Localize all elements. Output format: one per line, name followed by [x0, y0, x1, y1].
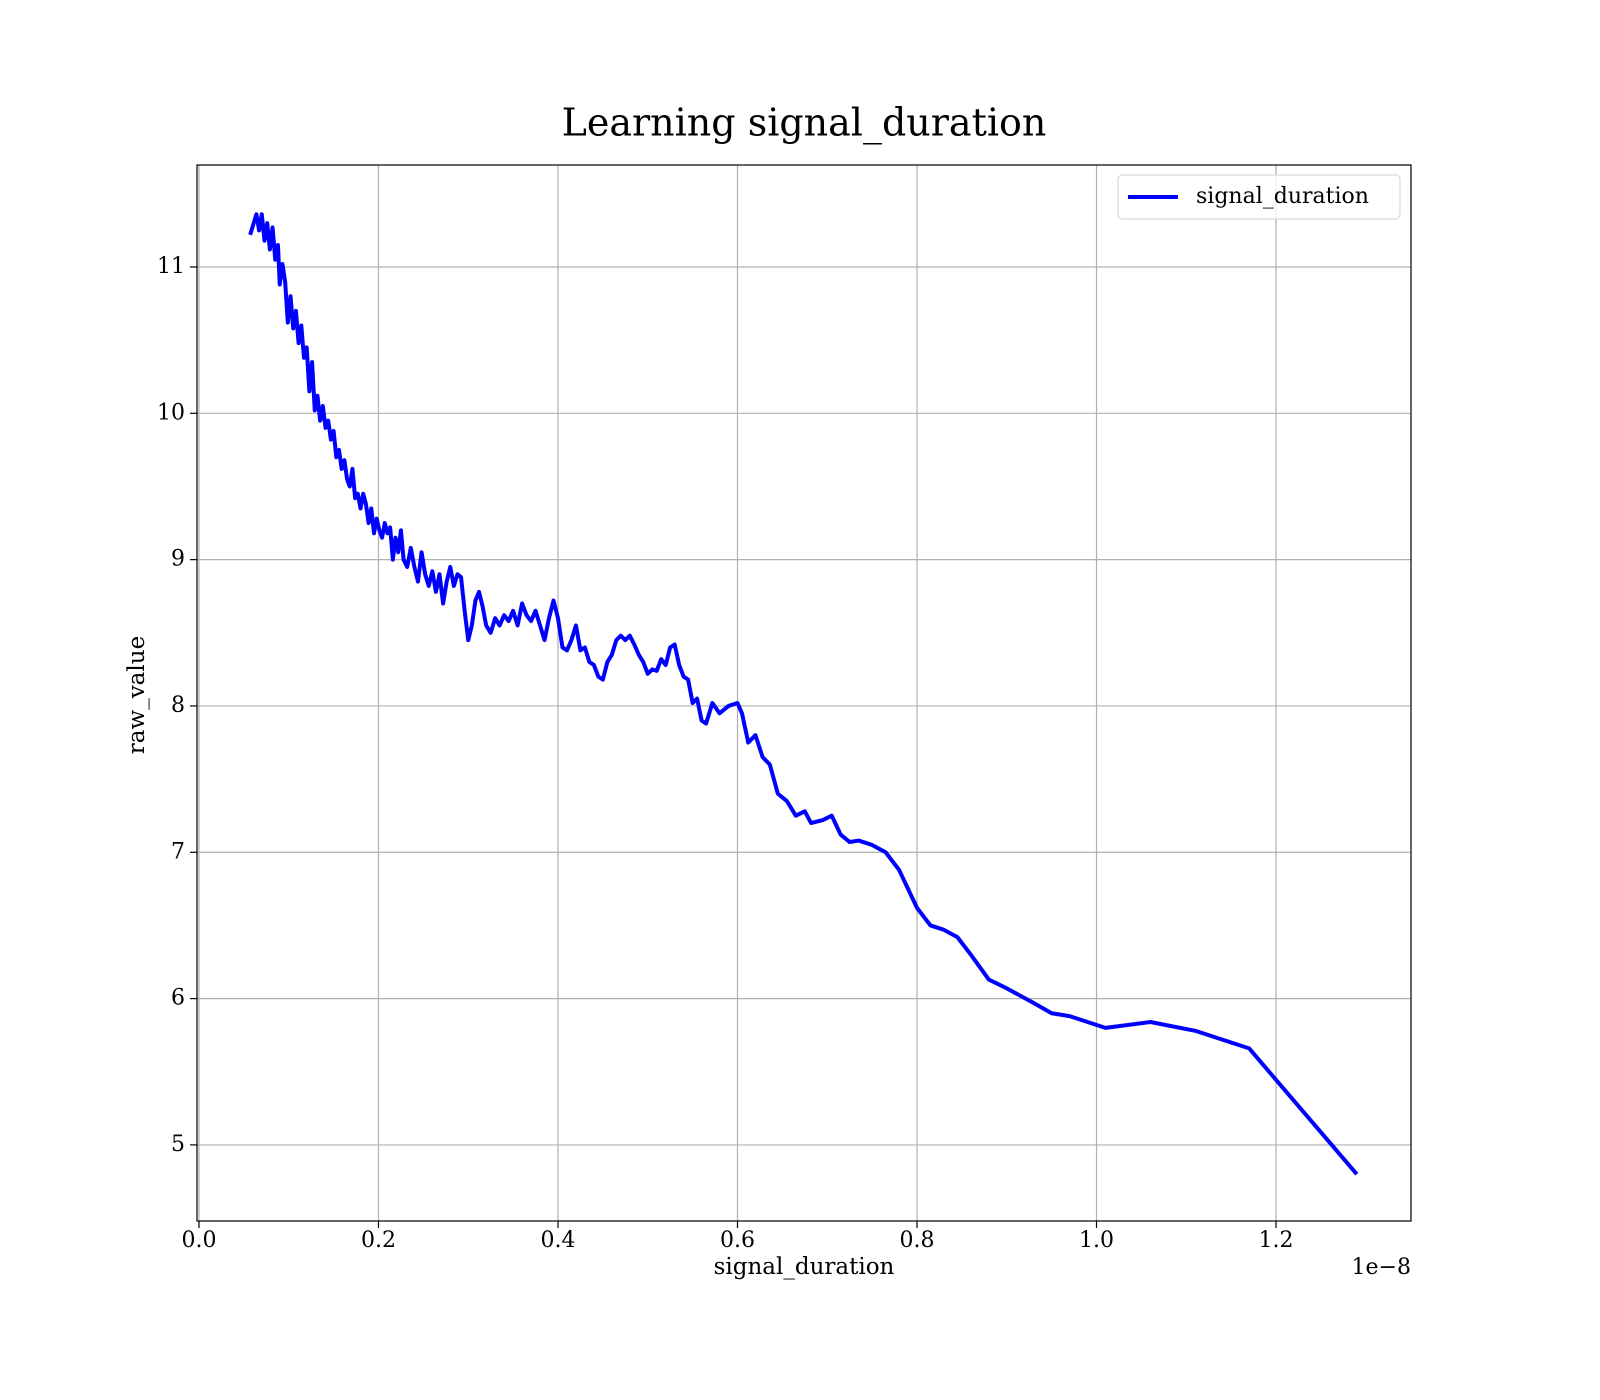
legend-box [1117, 174, 1401, 220]
x-tick-label: 0.6 [720, 1228, 755, 1253]
y-tick-label: 8 [171, 693, 185, 718]
y-tick-label: 6 [171, 986, 185, 1011]
x-tick-label: 0.2 [361, 1228, 396, 1253]
x-tick-label: 1.2 [1259, 1228, 1294, 1253]
data-line [248, 212, 1359, 1176]
chart-title: Learning signal_duration [562, 101, 1047, 146]
y-tick-label: 5 [171, 1132, 185, 1157]
x-tick-label: 0.4 [540, 1228, 575, 1253]
plot-frame [196, 164, 1412, 1222]
x-offset-label: 1e−8 [1352, 1255, 1411, 1280]
y-axis-label: raw_value [124, 636, 150, 754]
y-tick-label: 7 [171, 839, 185, 864]
x-tick-label: 1.0 [1079, 1228, 1114, 1253]
y-tick-label: 9 [171, 547, 185, 572]
x-tick-label: 0.0 [181, 1228, 216, 1253]
x-axis-label: signal_duration [714, 1254, 895, 1280]
y-tick-label: 10 [157, 400, 185, 425]
y-tick-label: 11 [157, 254, 185, 279]
x-tick-label: 0.8 [899, 1228, 934, 1253]
legend-label: signal_duration [1196, 184, 1369, 209]
